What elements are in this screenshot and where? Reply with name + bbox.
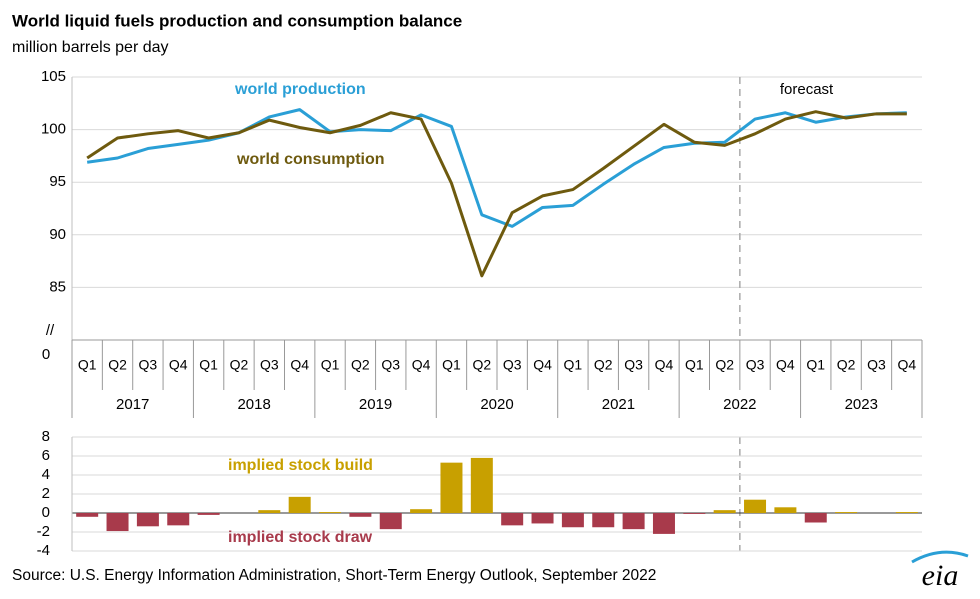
- x-tick-label: Q4: [412, 357, 431, 373]
- x-group-label: 2021: [602, 396, 635, 413]
- bar: [167, 513, 190, 526]
- bar: [76, 513, 99, 517]
- bar: [592, 513, 615, 528]
- x-tick-label: Q1: [321, 357, 340, 373]
- x-tick-label: Q2: [108, 357, 127, 373]
- x-tick-label: Q1: [199, 357, 218, 373]
- y-tick-label: 6: [42, 447, 50, 464]
- logo-swoosh: [911, 550, 969, 564]
- logo: eia: [922, 559, 959, 592]
- axis-break: //: [46, 322, 55, 339]
- bar: [835, 512, 858, 513]
- x-group-label: 2017: [116, 396, 149, 413]
- x-tick-label: Q2: [837, 357, 856, 373]
- bar: [622, 513, 645, 530]
- x-group-label: 2022: [723, 396, 756, 413]
- x-group-label: 2018: [237, 396, 270, 413]
- annotation: implied stock build: [228, 457, 373, 474]
- x-tick-label: Q4: [655, 357, 674, 373]
- series-label: world production: [234, 81, 366, 98]
- x-tick-label: Q2: [472, 357, 491, 373]
- x-group-label: 2023: [845, 396, 878, 413]
- x-tick-label: Q3: [381, 357, 400, 373]
- bar: [713, 510, 736, 513]
- y-tick-label: 95: [49, 173, 66, 190]
- bar: [197, 513, 220, 515]
- forecast-label: forecast: [780, 81, 834, 98]
- x-tick-label: Q2: [594, 357, 613, 373]
- bar: [379, 513, 402, 530]
- bar: [258, 510, 281, 513]
- bar: [531, 513, 554, 524]
- y-tick-label: 0: [42, 504, 50, 521]
- x-group-label: 2020: [480, 396, 513, 413]
- bar: [895, 512, 918, 513]
- series-line: [86, 108, 907, 228]
- y-tick-label: 90: [49, 226, 66, 243]
- x-tick-label: Q4: [533, 357, 552, 373]
- bar: [501, 513, 524, 526]
- chart-subtitle: million barrels per day: [12, 39, 169, 56]
- x-tick-label: Q1: [806, 357, 825, 373]
- y-tick-label: 2: [42, 485, 50, 502]
- y-tick-label: 4: [42, 466, 50, 483]
- source-note: Source: U.S. Energy Information Administ…: [12, 567, 656, 584]
- series-line: [86, 110, 907, 278]
- bar: [774, 507, 797, 513]
- bar: [440, 462, 463, 513]
- x-tick-label: Q2: [351, 357, 370, 373]
- y-tick-label: -4: [37, 542, 50, 559]
- x-tick-label: Q1: [685, 357, 704, 373]
- bar: [804, 513, 827, 523]
- x-group-label: 2019: [359, 396, 392, 413]
- y-tick-label: 85: [49, 278, 66, 295]
- x-tick-label: Q3: [624, 357, 643, 373]
- chart-title: World liquid fuels production and consum…: [12, 11, 462, 30]
- series-label: world consumption: [236, 151, 385, 168]
- bar: [683, 513, 706, 514]
- x-tick-label: Q4: [290, 357, 309, 373]
- bar: [319, 512, 342, 513]
- x-tick-label: Q2: [715, 357, 734, 373]
- y-tick-label: 8: [42, 428, 50, 445]
- bar: [410, 509, 433, 513]
- x-tick-label: Q3: [139, 357, 158, 373]
- bar: [652, 513, 675, 534]
- x-tick-label: Q2: [230, 357, 249, 373]
- x-tick-label: Q4: [776, 357, 795, 373]
- bar: [106, 513, 129, 532]
- x-tick-label: Q4: [897, 357, 916, 373]
- x-tick-label: Q3: [260, 357, 279, 373]
- x-tick-label: Q1: [442, 357, 461, 373]
- bar: [349, 513, 372, 517]
- x-tick-label: Q4: [169, 357, 188, 373]
- y-tick-label: 105: [41, 68, 66, 85]
- y-tick-label: 0: [42, 346, 50, 363]
- x-tick-label: Q1: [78, 357, 97, 373]
- bar: [136, 513, 159, 527]
- x-tick-label: Q3: [503, 357, 522, 373]
- bar: [744, 499, 767, 513]
- annotation: implied stock draw: [228, 529, 373, 546]
- bar: [288, 496, 311, 513]
- bar: [561, 513, 584, 528]
- y-tick-label: 100: [41, 121, 66, 138]
- y-tick-label: -2: [37, 523, 50, 540]
- x-tick-label: Q1: [564, 357, 583, 373]
- x-tick-label: Q3: [746, 357, 765, 373]
- bar: [470, 457, 493, 513]
- x-tick-label: Q3: [867, 357, 886, 373]
